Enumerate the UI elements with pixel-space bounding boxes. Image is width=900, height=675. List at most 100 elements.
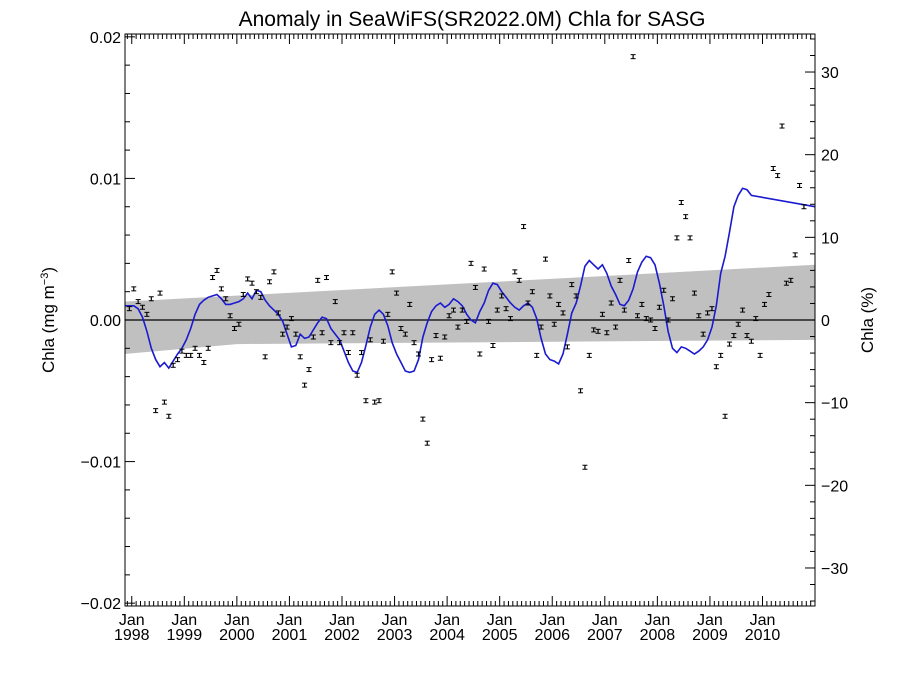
data-point	[135, 299, 141, 305]
x-tick-year: 2005	[482, 627, 518, 644]
data-point	[271, 269, 277, 275]
data-point	[512, 269, 518, 275]
data-point	[626, 258, 632, 264]
x-tick-month: Jan	[224, 612, 250, 629]
data-point	[153, 408, 159, 414]
data-point	[328, 340, 334, 346]
data-point	[297, 354, 303, 360]
data-point	[604, 330, 610, 336]
data-point	[359, 350, 365, 356]
data-point	[323, 275, 329, 281]
data-point	[310, 334, 316, 340]
data-point	[337, 340, 343, 346]
data-point	[534, 352, 540, 358]
data-point	[201, 359, 207, 365]
data-point	[551, 321, 557, 327]
y2-tick-label: −30	[821, 561, 848, 578]
data-point	[490, 342, 496, 348]
data-point	[332, 299, 338, 305]
y2-tick-label: 0	[821, 313, 830, 330]
data-point	[486, 318, 492, 324]
data-point	[354, 372, 360, 378]
x-tick-month: Jan	[592, 612, 618, 629]
data-point	[691, 290, 697, 296]
data-point	[547, 293, 553, 299]
data-point	[188, 352, 194, 358]
data-point	[446, 313, 452, 319]
data-point	[507, 316, 513, 322]
data-point	[665, 317, 671, 323]
data-point	[709, 306, 715, 312]
data-point	[652, 325, 658, 331]
x-tick-year: 2004	[429, 627, 465, 644]
data-point	[179, 348, 185, 354]
data-point	[634, 313, 640, 319]
data-point	[783, 280, 789, 286]
data-point	[293, 331, 299, 337]
data-point	[306, 367, 312, 373]
data-point	[433, 333, 439, 339]
data-point	[284, 324, 290, 330]
data-point	[407, 301, 413, 307]
data-point	[718, 352, 724, 358]
y-tick-label: 0.01	[90, 171, 121, 188]
data-point	[726, 341, 732, 347]
data-point	[779, 123, 785, 129]
x-tick-month: Jan	[382, 612, 408, 629]
data-point	[253, 289, 259, 295]
data-point	[516, 277, 522, 283]
data-point	[148, 296, 154, 302]
data-point	[140, 304, 146, 310]
data-point	[683, 214, 689, 220]
y2-tick-label: −10	[821, 396, 848, 413]
data-point	[722, 413, 728, 419]
data-point	[258, 294, 264, 300]
data-point	[319, 330, 325, 336]
data-point	[582, 464, 588, 470]
y-tick-label: 0.00	[90, 313, 121, 330]
data-point	[205, 345, 211, 351]
x-tick-year: 1998	[114, 627, 150, 644]
data-point	[262, 354, 268, 360]
data-point	[569, 282, 575, 288]
data-point	[398, 325, 404, 331]
data-point	[275, 310, 281, 316]
data-point	[766, 292, 772, 298]
y-tick-label: −0.02	[81, 596, 122, 613]
y2-tick-label: 20	[821, 148, 839, 165]
data-point	[705, 310, 711, 316]
data-point	[775, 173, 781, 179]
x-tick-month: Jan	[539, 612, 565, 629]
data-point	[630, 54, 636, 60]
x-tick-year: 1999	[167, 627, 203, 644]
data-point	[731, 333, 737, 339]
data-point	[196, 352, 202, 358]
data-point	[713, 364, 719, 370]
data-point	[578, 388, 584, 394]
data-point	[267, 279, 273, 285]
data-point	[389, 269, 395, 275]
data-point	[788, 277, 794, 283]
x-tick-month: Jan	[697, 612, 723, 629]
data-point	[232, 325, 238, 331]
x-tick-year: 2010	[745, 627, 781, 644]
x-tick-month: Jan	[119, 612, 145, 629]
data-point	[661, 287, 667, 293]
x-tick-month: Jan	[487, 612, 513, 629]
data-point	[792, 252, 798, 258]
data-point	[753, 316, 759, 322]
data-point	[670, 296, 676, 302]
chart-title: Anomaly in SeaWiFS(SR2022.0M) Chla for S…	[239, 8, 706, 31]
y2-tick-label: 30	[821, 65, 839, 82]
data-point	[468, 260, 474, 266]
data-point	[214, 267, 220, 273]
data-point	[249, 280, 255, 286]
y2-tick-label: −20	[821, 478, 848, 495]
data-point	[429, 357, 435, 363]
data-point	[161, 399, 167, 405]
data-point	[639, 301, 645, 307]
data-point	[376, 398, 382, 404]
data-point	[380, 338, 386, 344]
data-point	[236, 321, 242, 327]
